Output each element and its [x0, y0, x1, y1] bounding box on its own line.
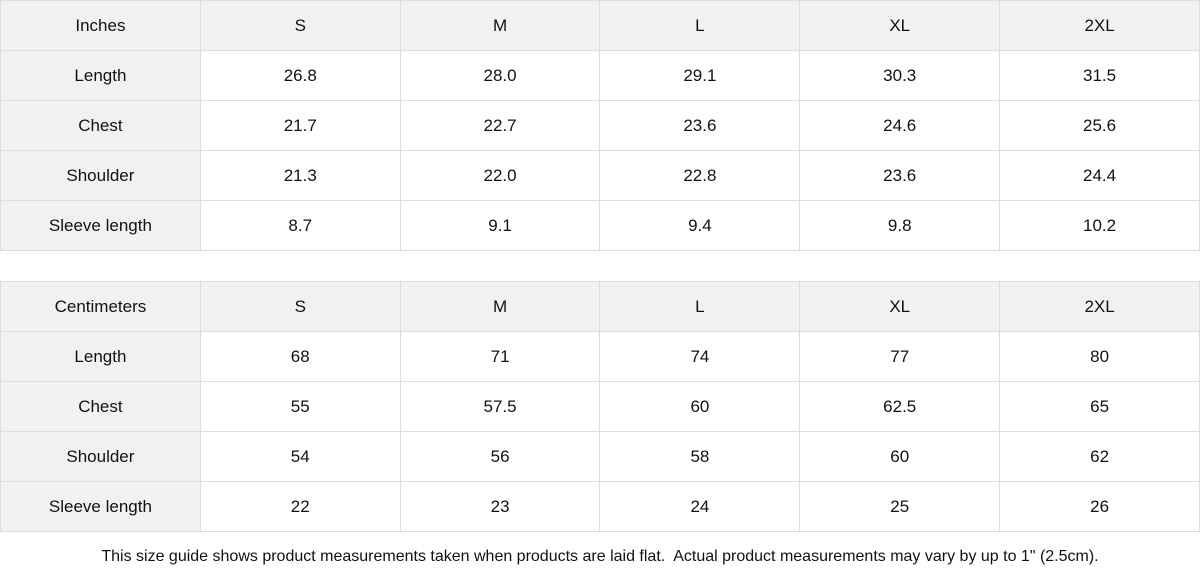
measurement-value-cell: 22.8	[599, 150, 801, 201]
measurement-label-cell: Chest	[0, 381, 201, 432]
table-row: Sleeve length 8.7 9.1 9.4 9.8 10.2	[0, 200, 1200, 251]
measurement-value-cell: 25	[799, 481, 1001, 532]
measurement-value-cell: 80	[999, 331, 1200, 382]
measurement-value-cell: 60	[599, 381, 801, 432]
measurement-value-cell: 29.1	[599, 50, 801, 101]
table-row: Length 68 71 74 77 80	[0, 331, 1200, 382]
measurement-value-cell: 24	[599, 481, 801, 532]
measurement-label-cell: Length	[0, 331, 201, 382]
measurement-value-cell: 24.6	[799, 100, 1001, 151]
measurement-value-cell: 54	[199, 431, 401, 482]
measurement-value-cell: 23.6	[599, 100, 801, 151]
size-header-cell: S	[199, 281, 401, 332]
measurement-value-cell: 22	[199, 481, 401, 532]
measurement-label-cell: Shoulder	[0, 150, 201, 201]
size-header-cell: 2XL	[999, 0, 1200, 51]
measurement-value-cell: 56	[399, 431, 601, 482]
measurement-label-cell: Sleeve length	[0, 481, 201, 532]
measurement-value-cell: 22.7	[399, 100, 601, 151]
measurement-value-cell: 21.7	[199, 100, 401, 151]
size-table-inches-header: Inches S M L XL 2XL	[0, 0, 1200, 51]
measurement-value-cell: 31.5	[999, 50, 1200, 101]
size-header-cell: L	[599, 0, 801, 51]
table-row: Sleeve length 22 23 24 25 26	[0, 481, 1200, 532]
size-table-header-row: Centimeters S M L XL 2XL	[0, 281, 1200, 332]
measurement-value-cell: 24.4	[999, 150, 1200, 201]
size-table-inches-body: Length 26.8 28.0 29.1 30.3 31.5 Chest 21.7 22.7 2…	[0, 50, 1200, 251]
table-row: Shoulder 54 56 58 60 62	[0, 431, 1200, 482]
unit-header-cell: Centimeters	[0, 281, 201, 332]
size-table-centimeters-body: Length 68 71 74 77 80 Chest 55 57.5 60 62.5 65 Shoul…	[0, 331, 1200, 532]
measurement-value-cell: 8.7	[199, 200, 401, 251]
measurement-value-cell: 68	[199, 331, 401, 382]
measurement-value-cell: 9.1	[399, 200, 601, 251]
size-table-inches: Inches S M L XL 2XL Length 26.8 28.0 29.1 30.3 31.…	[0, 0, 1200, 251]
measurement-label-cell: Chest	[0, 100, 201, 151]
measurement-value-cell: 26.8	[199, 50, 401, 101]
table-row: Length 26.8 28.0 29.1 30.3 31.5	[0, 50, 1200, 101]
measurement-value-cell: 77	[799, 331, 1001, 382]
measurement-value-cell: 21.3	[199, 150, 401, 201]
table-row: Shoulder 21.3 22.0 22.8 23.6 24.4	[0, 150, 1200, 201]
measurement-value-cell: 71	[399, 331, 601, 382]
unit-header-cell: Inches	[0, 0, 201, 51]
size-table-header-row: Inches S M L XL 2XL	[0, 0, 1200, 51]
table-gap-spacer	[0, 251, 1200, 281]
table-row: Chest 55 57.5 60 62.5 65	[0, 381, 1200, 432]
table-row: Chest 21.7 22.7 23.6 24.6 25.6	[0, 100, 1200, 151]
size-guide-disclaimer: This size guide shows product measuremen…	[101, 548, 1099, 565]
measurement-value-cell: 65	[999, 381, 1200, 432]
measurement-value-cell: 62	[999, 431, 1200, 482]
size-header-cell: XL	[799, 281, 1001, 332]
measurement-value-cell: 22.0	[399, 150, 601, 201]
size-header-cell: M	[399, 0, 601, 51]
size-header-cell: S	[199, 0, 401, 51]
size-table-centimeters-header: Centimeters S M L XL 2XL	[0, 281, 1200, 332]
measurement-value-cell: 25.6	[999, 100, 1200, 151]
measurement-label-cell: Shoulder	[0, 431, 201, 482]
measurement-value-cell: 28.0	[399, 50, 601, 101]
measurement-value-cell: 62.5	[799, 381, 1001, 432]
measurement-value-cell: 23	[399, 481, 601, 532]
measurement-value-cell: 58	[599, 431, 801, 482]
measurement-value-cell: 9.8	[799, 200, 1001, 251]
measurement-value-cell: 10.2	[999, 200, 1200, 251]
size-header-cell: 2XL	[999, 281, 1200, 332]
measurement-label-cell: Length	[0, 50, 201, 101]
measurement-value-cell: 26	[999, 481, 1200, 532]
measurement-value-cell: 57.5	[399, 381, 601, 432]
size-header-cell: XL	[799, 0, 1001, 51]
measurement-value-cell: 60	[799, 431, 1001, 482]
measurement-value-cell: 55	[199, 381, 401, 432]
measurement-value-cell: 9.4	[599, 200, 801, 251]
size-header-cell: M	[399, 281, 601, 332]
measurement-value-cell: 23.6	[799, 150, 1001, 201]
measurement-value-cell: 30.3	[799, 50, 1001, 101]
measurement-label-cell: Sleeve length	[0, 200, 201, 251]
measurement-value-cell: 74	[599, 331, 801, 382]
size-header-cell: L	[599, 281, 801, 332]
size-table-centimeters: Centimeters S M L XL 2XL Length 68 71 74 77 80 Ches…	[0, 281, 1200, 532]
